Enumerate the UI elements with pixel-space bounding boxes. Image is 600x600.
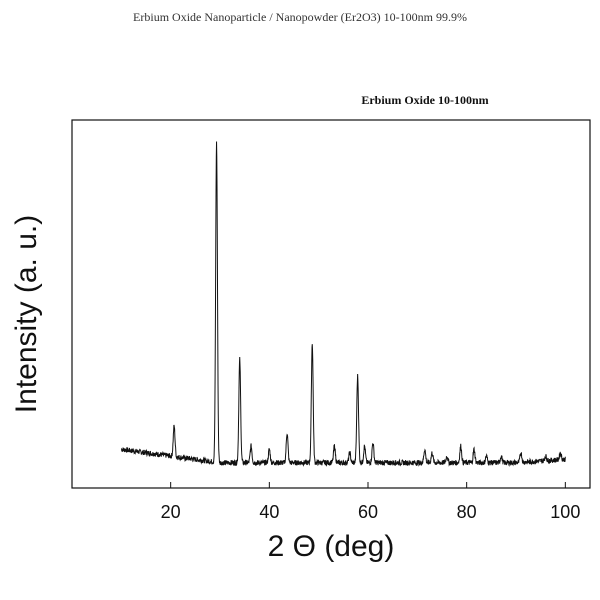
y-axis-label: Intensity (a. u.): [10, 215, 43, 413]
xrd-series-line: [120, 141, 566, 467]
plot-frame: [71, 119, 591, 489]
x-tick-label: 80: [457, 502, 477, 522]
x-tick-label: 20: [161, 502, 181, 522]
x-tick-label: 40: [259, 502, 279, 522]
page-title: Erbium Oxide Nanoparticle / Nanopowder (…: [133, 10, 467, 24]
x-tick-label: 100: [550, 502, 580, 522]
chart-title: Erbium Oxide 10-100nm: [361, 93, 488, 107]
x-tick-label: 60: [358, 502, 378, 522]
x-axis-label: 2 Θ (deg): [268, 530, 395, 563]
